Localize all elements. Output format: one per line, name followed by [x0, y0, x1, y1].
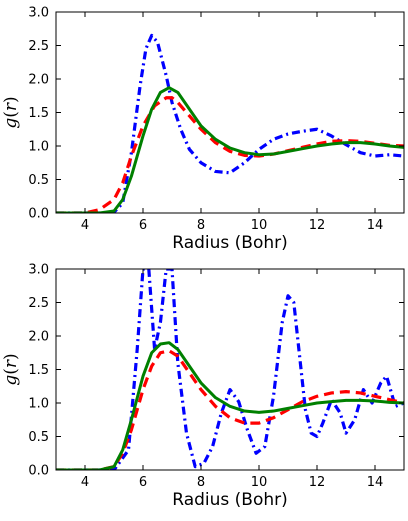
series-line-dashed — [56, 349, 404, 470]
y-tick-label: 2.0 — [28, 330, 49, 345]
x-tick-label: 12 — [309, 475, 326, 490]
x-tick-label: 10 — [251, 475, 268, 490]
y-tick-label: 2.5 — [28, 296, 49, 311]
y-tick-label: 1.5 — [28, 106, 49, 121]
x-axis-label: Radius (Bohr) — [172, 490, 288, 510]
x-tick-label: 8 — [197, 475, 205, 490]
series-line-solid — [56, 341, 404, 470]
y-tick-label: 3.0 — [28, 263, 49, 278]
y-tick-label: 2.0 — [28, 73, 49, 88]
plot-area — [56, 33, 404, 213]
series-line-dashed — [56, 96, 404, 213]
x-tick-label: 14 — [367, 218, 384, 233]
x-tick-label: 12 — [309, 218, 326, 233]
y-tick-label: 1.5 — [28, 363, 49, 378]
y-tick-label: 0.0 — [28, 464, 49, 479]
x-tick-label: 4 — [81, 475, 89, 490]
x-tick-label: 8 — [197, 218, 205, 233]
bottom-panel: 4 6 8 10 12 14 0.0 0.5 1.0 1.5 2.0 2.5 3.0 Radius (Bo… — [1, 263, 405, 510]
y-tick-label: 0.5 — [28, 173, 49, 188]
plot-area — [56, 269, 404, 470]
axes-frame — [55, 268, 405, 471]
axes-frame — [55, 11, 405, 214]
series-line-dashdot — [56, 269, 404, 470]
x-tick-label: 6 — [139, 475, 147, 490]
y-tick-label: 2.5 — [28, 39, 49, 54]
y-axis-label: g(r) — [1, 353, 21, 385]
x-tick-label: 4 — [81, 218, 89, 233]
x-tick-label: 10 — [251, 218, 268, 233]
y-tick-label: 3.0 — [28, 6, 49, 21]
y-tick-label: 1.0 — [28, 397, 49, 412]
y-tick-label: 1.0 — [28, 140, 49, 155]
y-tick-label: 0.0 — [28, 207, 49, 222]
x-axis-label: Radius (Bohr) — [172, 233, 288, 253]
x-tick-label: 14 — [367, 475, 384, 490]
series-line-solid — [56, 86, 404, 213]
y-axis-label: g(r) — [1, 96, 21, 128]
y-tick-label: 0.5 — [28, 430, 49, 445]
top-panel: 4 6 8 10 12 14 0.0 0.5 1.0 1.5 2.0 2.5 3.0 Radius (Bo… — [1, 6, 405, 253]
x-tick-label: 6 — [139, 218, 147, 233]
series-line-dashdot — [56, 33, 404, 213]
